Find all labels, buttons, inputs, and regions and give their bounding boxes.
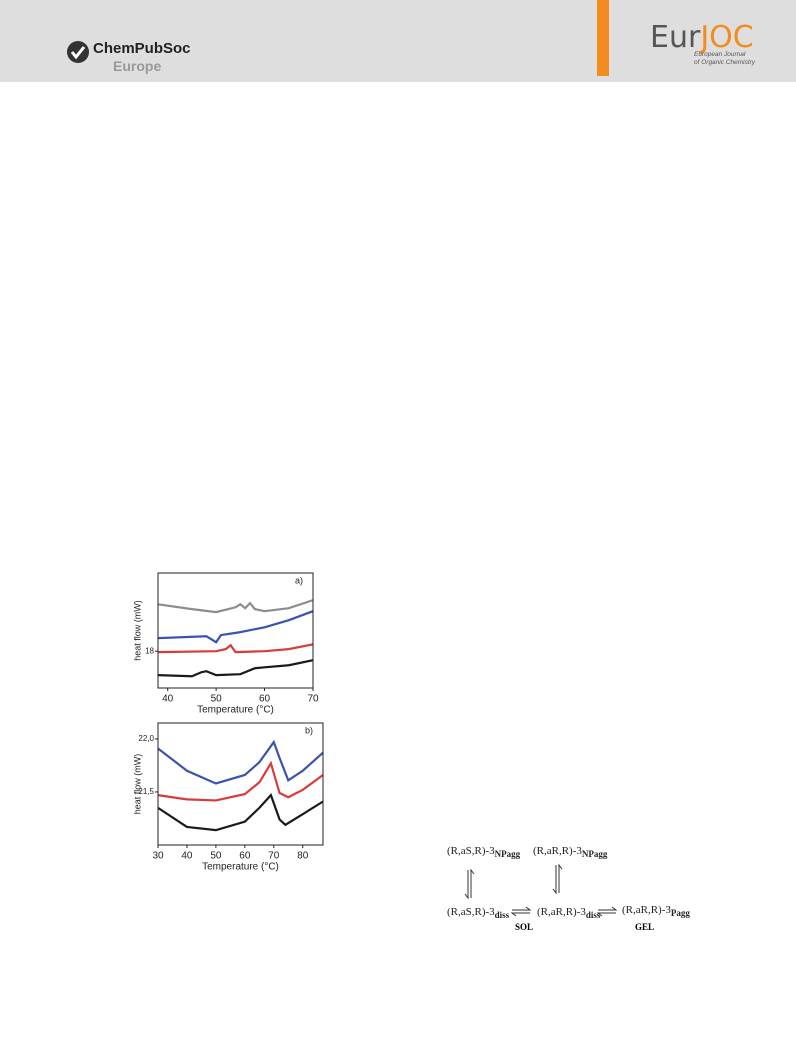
x-tick-label: 70 (307, 694, 319, 705)
journal-line: European Journal (694, 51, 746, 58)
x-tick-label: 50 (211, 694, 223, 705)
plot-frame (157, 572, 314, 689)
species-main: (R,aS,R)-3 (447, 906, 495, 918)
species-main: (R,aR,R)-3 (622, 904, 671, 916)
curve (157, 599, 314, 614)
species: (R,aS,R)-3NPagg (447, 845, 520, 859)
y-axis-label: heat flow (mW) (132, 600, 142, 661)
region: Europe (113, 58, 162, 74)
species: (R,aR,R)-3NPagg (533, 845, 607, 859)
y-tick-label: 18 (145, 646, 154, 655)
x-axis-label: Temperature (°C) (202, 862, 279, 873)
phase-label: GEL (635, 922, 655, 932)
species-sub: diss (494, 910, 510, 921)
species: (R,aR,R)-3Pagg (622, 904, 690, 918)
journal-a: Eur (650, 20, 701, 55)
panel-label: b) (305, 725, 313, 735)
phase-label: SOL (515, 922, 534, 932)
x-tick-label: 30 (152, 851, 164, 862)
curve (157, 793, 324, 832)
species: (R,aS,R)-3diss (447, 906, 509, 920)
journal-logo: EurJOC (650, 20, 754, 55)
accent-bar (597, 0, 609, 76)
x-tick-label: 50 (210, 851, 222, 862)
x-tick-label: 40 (162, 694, 174, 705)
x-axis-label: Temperature (°C) (197, 705, 274, 716)
x-tick-label: 70 (268, 851, 280, 862)
journal-name: European Journal of Organic Chemistry (694, 51, 755, 67)
curve (157, 643, 314, 654)
publisher: ChemPubSoc (93, 40, 191, 57)
species-main: (R,aS,R)-3 (447, 845, 495, 857)
plot-frame (157, 722, 324, 846)
curve (157, 610, 314, 644)
x-tick-label: 80 (297, 851, 309, 862)
journal-b: JOC (700, 20, 754, 55)
x-tick-label: 60 (259, 694, 271, 705)
panel-label: a) (295, 575, 303, 585)
curve (157, 739, 324, 785)
species-main: (R,aR,R)-3 (533, 845, 582, 857)
header: ChemPubSoc Europe EurJOC European Journa… (0, 0, 796, 82)
species-main: (R,aR,R)-3 (537, 906, 586, 918)
species-sub: NPagg (581, 849, 608, 860)
species: (R,aR,R)-3diss (537, 906, 600, 920)
x-tick-label: 60 (239, 851, 251, 862)
y-tick-label: 22,0 (138, 734, 154, 743)
publisher-logo (67, 41, 89, 63)
curve (157, 760, 324, 802)
species-sub: NPagg (494, 849, 521, 860)
journal-line: of Organic Chemistry (694, 59, 756, 66)
species-sub: diss (585, 910, 601, 921)
y-tick-label: 21,5 (138, 787, 154, 796)
curve (157, 659, 314, 678)
x-tick-label: 40 (181, 851, 193, 862)
species-sub: Pagg (670, 908, 690, 919)
y-axis-label: heat flow (mW) (132, 754, 142, 815)
